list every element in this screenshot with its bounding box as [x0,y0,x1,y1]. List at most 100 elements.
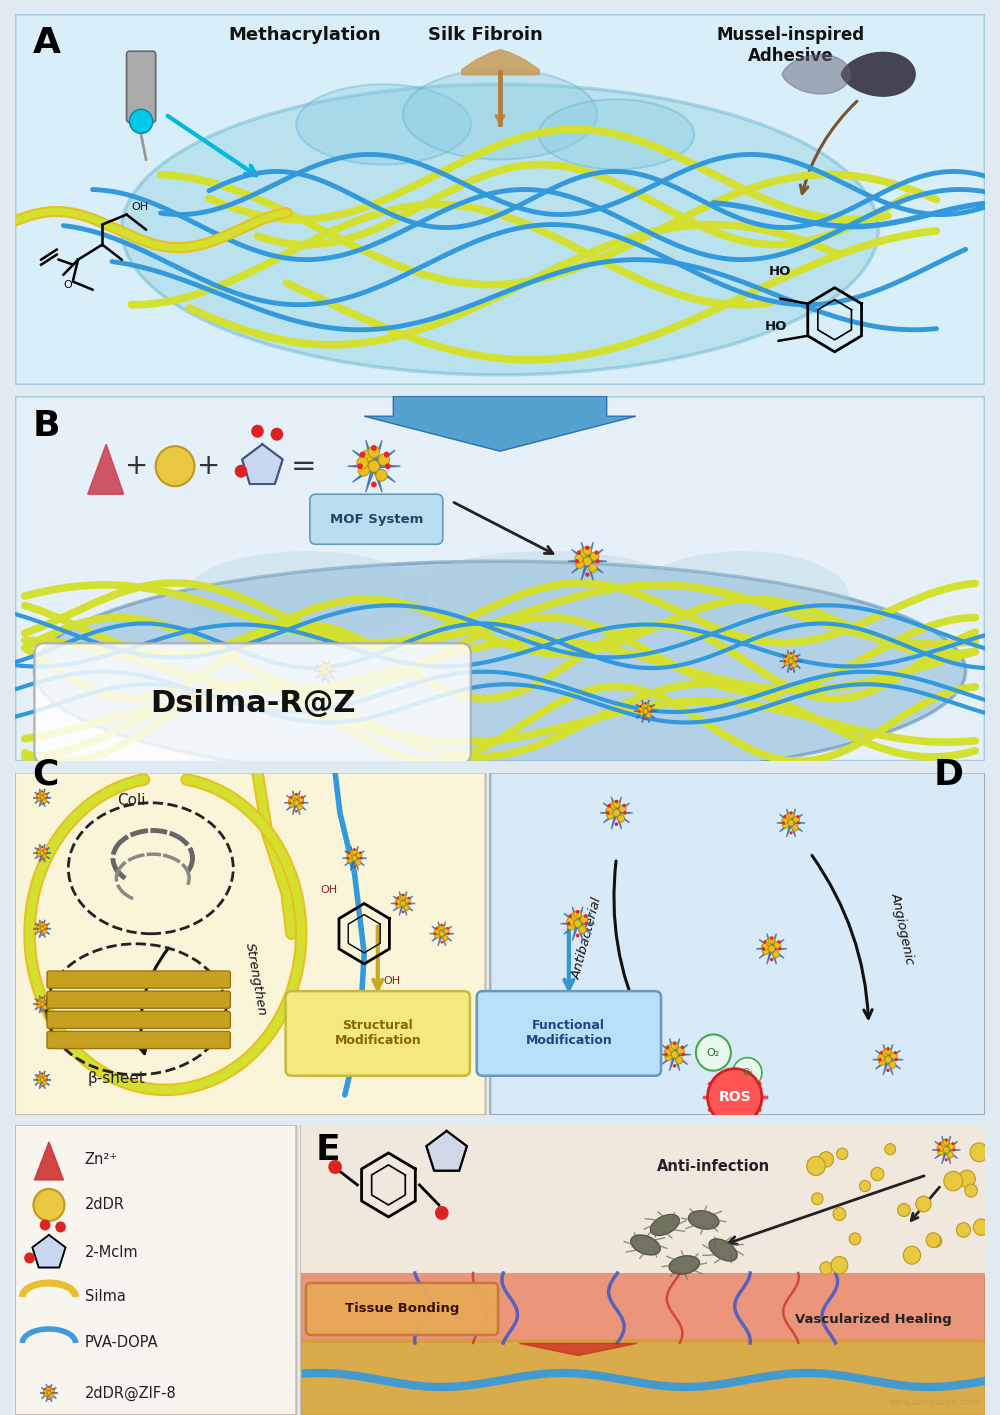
Circle shape [785,814,791,821]
Polygon shape [35,1074,41,1080]
Polygon shape [577,907,583,921]
Text: O₂: O₂ [707,1047,720,1057]
Polygon shape [932,1149,944,1150]
Circle shape [785,655,787,658]
Circle shape [768,945,775,952]
Circle shape [898,1204,910,1217]
Circle shape [878,1054,885,1061]
Circle shape [831,1257,848,1274]
Polygon shape [773,940,784,948]
Circle shape [650,710,653,713]
Polygon shape [581,565,587,580]
Circle shape [352,849,357,855]
Polygon shape [767,934,772,947]
Circle shape [360,857,362,859]
Polygon shape [342,857,353,859]
Text: Dsilma-R@Z: Dsilma-R@Z [150,689,355,717]
Circle shape [357,463,363,470]
Polygon shape [759,949,770,958]
Circle shape [885,1047,891,1054]
Circle shape [45,848,47,850]
Circle shape [38,923,42,927]
Circle shape [665,1053,672,1061]
Polygon shape [589,562,603,573]
Polygon shape [34,1142,64,1180]
Polygon shape [442,921,446,932]
Circle shape [41,921,43,924]
Text: Tissue Bonding: Tissue Bonding [345,1302,459,1315]
FancyBboxPatch shape [490,773,985,1115]
Circle shape [328,1160,342,1174]
Text: OH: OH [321,886,338,896]
Circle shape [362,450,373,461]
Polygon shape [571,549,585,560]
Circle shape [298,797,304,802]
Polygon shape [42,845,45,852]
Polygon shape [616,815,621,829]
Circle shape [251,424,264,437]
Circle shape [439,924,444,930]
Polygon shape [888,1044,893,1057]
Circle shape [402,911,404,913]
Polygon shape [791,649,795,659]
Polygon shape [430,932,440,934]
Polygon shape [35,798,41,804]
Polygon shape [39,920,42,927]
Circle shape [784,659,786,662]
Circle shape [33,1189,64,1221]
Circle shape [622,804,626,808]
Polygon shape [647,712,655,719]
Circle shape [894,1058,898,1061]
Polygon shape [190,691,193,699]
Polygon shape [180,702,189,708]
Circle shape [940,1140,946,1148]
Polygon shape [782,662,790,668]
Circle shape [644,702,647,705]
Circle shape [360,451,365,457]
Circle shape [190,703,195,708]
Polygon shape [642,700,646,710]
Polygon shape [356,850,364,857]
Circle shape [436,927,442,931]
Ellipse shape [185,552,427,641]
Circle shape [330,665,332,668]
Polygon shape [50,1388,56,1392]
Circle shape [129,109,153,133]
Circle shape [578,549,587,558]
Circle shape [567,918,574,925]
Circle shape [40,846,44,850]
Circle shape [773,951,779,958]
Circle shape [40,1078,44,1081]
Polygon shape [32,1235,66,1268]
Polygon shape [393,896,402,903]
Circle shape [575,555,583,563]
Circle shape [613,809,620,816]
Circle shape [45,924,47,925]
Polygon shape [875,1050,887,1058]
Polygon shape [180,695,189,700]
Polygon shape [883,1061,888,1075]
Circle shape [583,546,591,555]
Text: D: D [934,757,964,791]
Circle shape [786,654,791,659]
Circle shape [849,1232,861,1245]
Circle shape [783,822,789,828]
Text: Methacrylation: Methacrylation [228,25,381,44]
Circle shape [574,910,581,918]
Circle shape [579,925,586,934]
Circle shape [789,652,793,658]
Circle shape [871,1167,884,1180]
Polygon shape [325,659,329,669]
Polygon shape [779,824,790,832]
Polygon shape [618,802,630,812]
Text: =: = [291,451,317,481]
Polygon shape [42,799,45,807]
Polygon shape [443,934,452,941]
Circle shape [319,671,323,675]
Polygon shape [579,924,591,934]
Circle shape [37,999,39,1002]
Polygon shape [42,920,45,927]
Text: PVA-DOPA: PVA-DOPA [85,1336,158,1350]
Polygon shape [50,1394,56,1398]
Polygon shape [39,855,42,862]
